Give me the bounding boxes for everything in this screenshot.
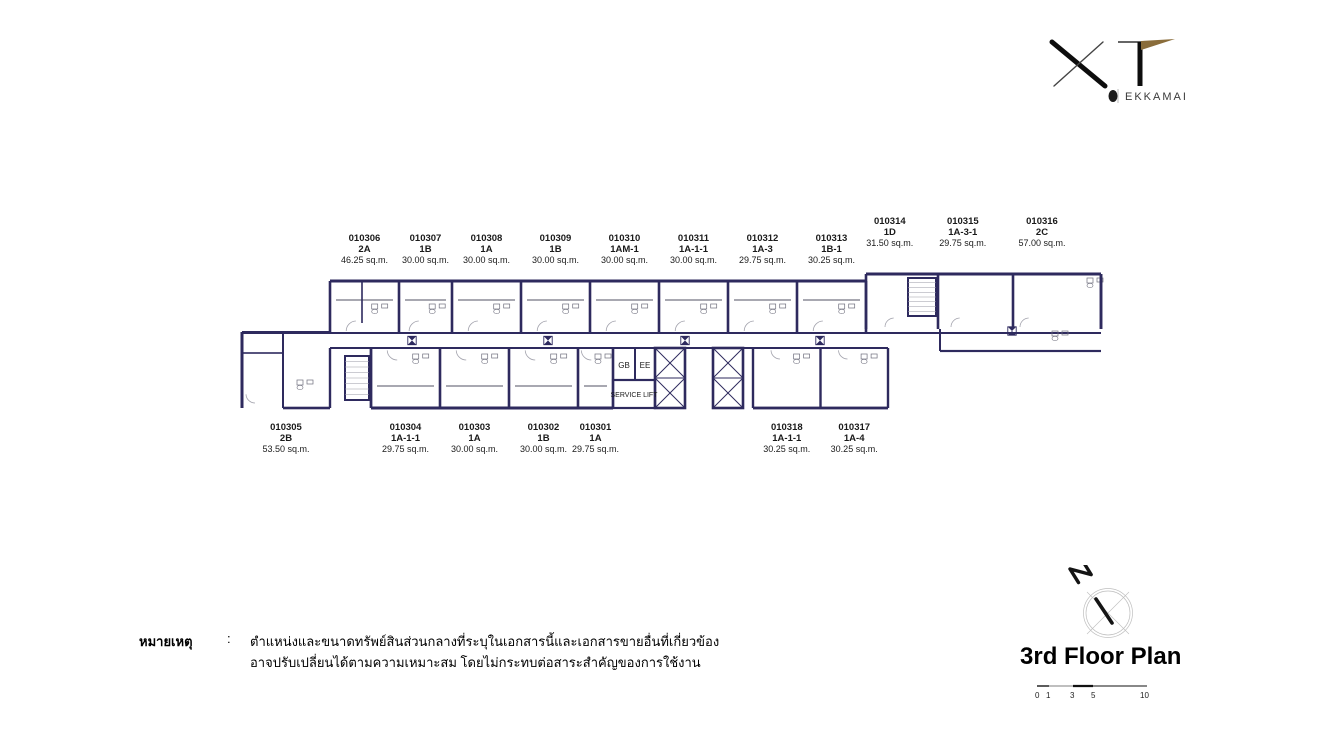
svg-text:1A-4: 1A-4 bbox=[844, 433, 865, 444]
svg-text:010301: 010301 bbox=[580, 422, 612, 433]
svg-text:1A-1-1: 1A-1-1 bbox=[679, 244, 709, 255]
svg-text:010308: 010308 bbox=[471, 233, 503, 244]
svg-text:30.25 sq.m.: 30.25 sq.m. bbox=[763, 444, 810, 454]
svg-text:30.00 sq.m.: 30.00 sq.m. bbox=[532, 255, 579, 265]
svg-text:46.25 sq.m.: 46.25 sq.m. bbox=[341, 255, 388, 265]
svg-text:010302: 010302 bbox=[528, 422, 560, 433]
svg-text:010313: 010313 bbox=[816, 233, 848, 244]
svg-text:2A: 2A bbox=[358, 244, 370, 255]
svg-text:1AM-1: 1AM-1 bbox=[610, 244, 639, 255]
svg-text:30.00 sq.m.: 30.00 sq.m. bbox=[402, 255, 449, 265]
svg-text:1B: 1B bbox=[537, 433, 549, 444]
svg-text:10: 10 bbox=[1140, 691, 1149, 700]
svg-text:010318: 010318 bbox=[771, 422, 803, 433]
svg-text:30.00 sq.m.: 30.00 sq.m. bbox=[520, 444, 567, 454]
svg-text:29.75 sq.m.: 29.75 sq.m. bbox=[939, 238, 986, 248]
svg-text:1B: 1B bbox=[419, 244, 431, 255]
svg-text:010307: 010307 bbox=[410, 233, 442, 244]
svg-text:010314: 010314 bbox=[874, 216, 906, 227]
svg-text:1A: 1A bbox=[589, 433, 601, 444]
svg-text:30.00 sq.m.: 30.00 sq.m. bbox=[670, 255, 717, 265]
svg-text:1: 1 bbox=[1046, 691, 1051, 700]
svg-text:010304: 010304 bbox=[390, 422, 422, 433]
svg-text:1A-3-1: 1A-3-1 bbox=[948, 227, 978, 238]
svg-text:EE: EE bbox=[640, 361, 651, 370]
svg-text:010316: 010316 bbox=[1026, 216, 1058, 227]
svg-text:31.50 sq.m.: 31.50 sq.m. bbox=[866, 238, 913, 248]
svg-text:30.25 sq.m.: 30.25 sq.m. bbox=[831, 444, 878, 454]
svg-text:1A: 1A bbox=[480, 244, 492, 255]
svg-text:53.50 sq.m.: 53.50 sq.m. bbox=[262, 444, 309, 454]
svg-text:010305: 010305 bbox=[270, 422, 302, 433]
svg-text:1B-1: 1B-1 bbox=[821, 244, 842, 255]
svg-text:010303: 010303 bbox=[459, 422, 491, 433]
svg-text:30.00 sq.m.: 30.00 sq.m. bbox=[463, 255, 510, 265]
svg-text:010317: 010317 bbox=[838, 422, 870, 433]
svg-text:SERVICE LIFT: SERVICE LIFT bbox=[611, 392, 659, 399]
svg-text:5: 5 bbox=[1091, 691, 1096, 700]
svg-text:1D: 1D bbox=[884, 227, 896, 238]
svg-text:3: 3 bbox=[1070, 691, 1075, 700]
svg-text:29.75 sq.m.: 29.75 sq.m. bbox=[382, 444, 429, 454]
svg-text:010306: 010306 bbox=[349, 233, 381, 244]
svg-text:010311: 010311 bbox=[678, 233, 710, 244]
svg-text:30.25 sq.m.: 30.25 sq.m. bbox=[808, 255, 855, 265]
svg-text:2B: 2B bbox=[280, 433, 292, 444]
svg-text:1A-3: 1A-3 bbox=[752, 244, 773, 255]
svg-text:010312: 010312 bbox=[747, 233, 779, 244]
svg-text:GB: GB bbox=[618, 361, 630, 370]
svg-text:1A-1-1: 1A-1-1 bbox=[391, 433, 421, 444]
svg-text:30.00 sq.m.: 30.00 sq.m. bbox=[451, 444, 498, 454]
svg-text:2C: 2C bbox=[1036, 227, 1048, 238]
svg-text:1A: 1A bbox=[468, 433, 480, 444]
svg-text:30.00 sq.m.: 30.00 sq.m. bbox=[601, 255, 648, 265]
svg-text:010315: 010315 bbox=[947, 216, 979, 227]
svg-text:29.75 sq.m.: 29.75 sq.m. bbox=[572, 444, 619, 454]
svg-text:29.75 sq.m.: 29.75 sq.m. bbox=[739, 255, 786, 265]
svg-text:1A-1-1: 1A-1-1 bbox=[772, 433, 802, 444]
svg-text:57.00 sq.m.: 57.00 sq.m. bbox=[1018, 238, 1065, 248]
svg-text:010310: 010310 bbox=[609, 233, 641, 244]
svg-text:0: 0 bbox=[1035, 691, 1040, 700]
svg-text:010309: 010309 bbox=[540, 233, 572, 244]
svg-text:1B: 1B bbox=[549, 244, 561, 255]
